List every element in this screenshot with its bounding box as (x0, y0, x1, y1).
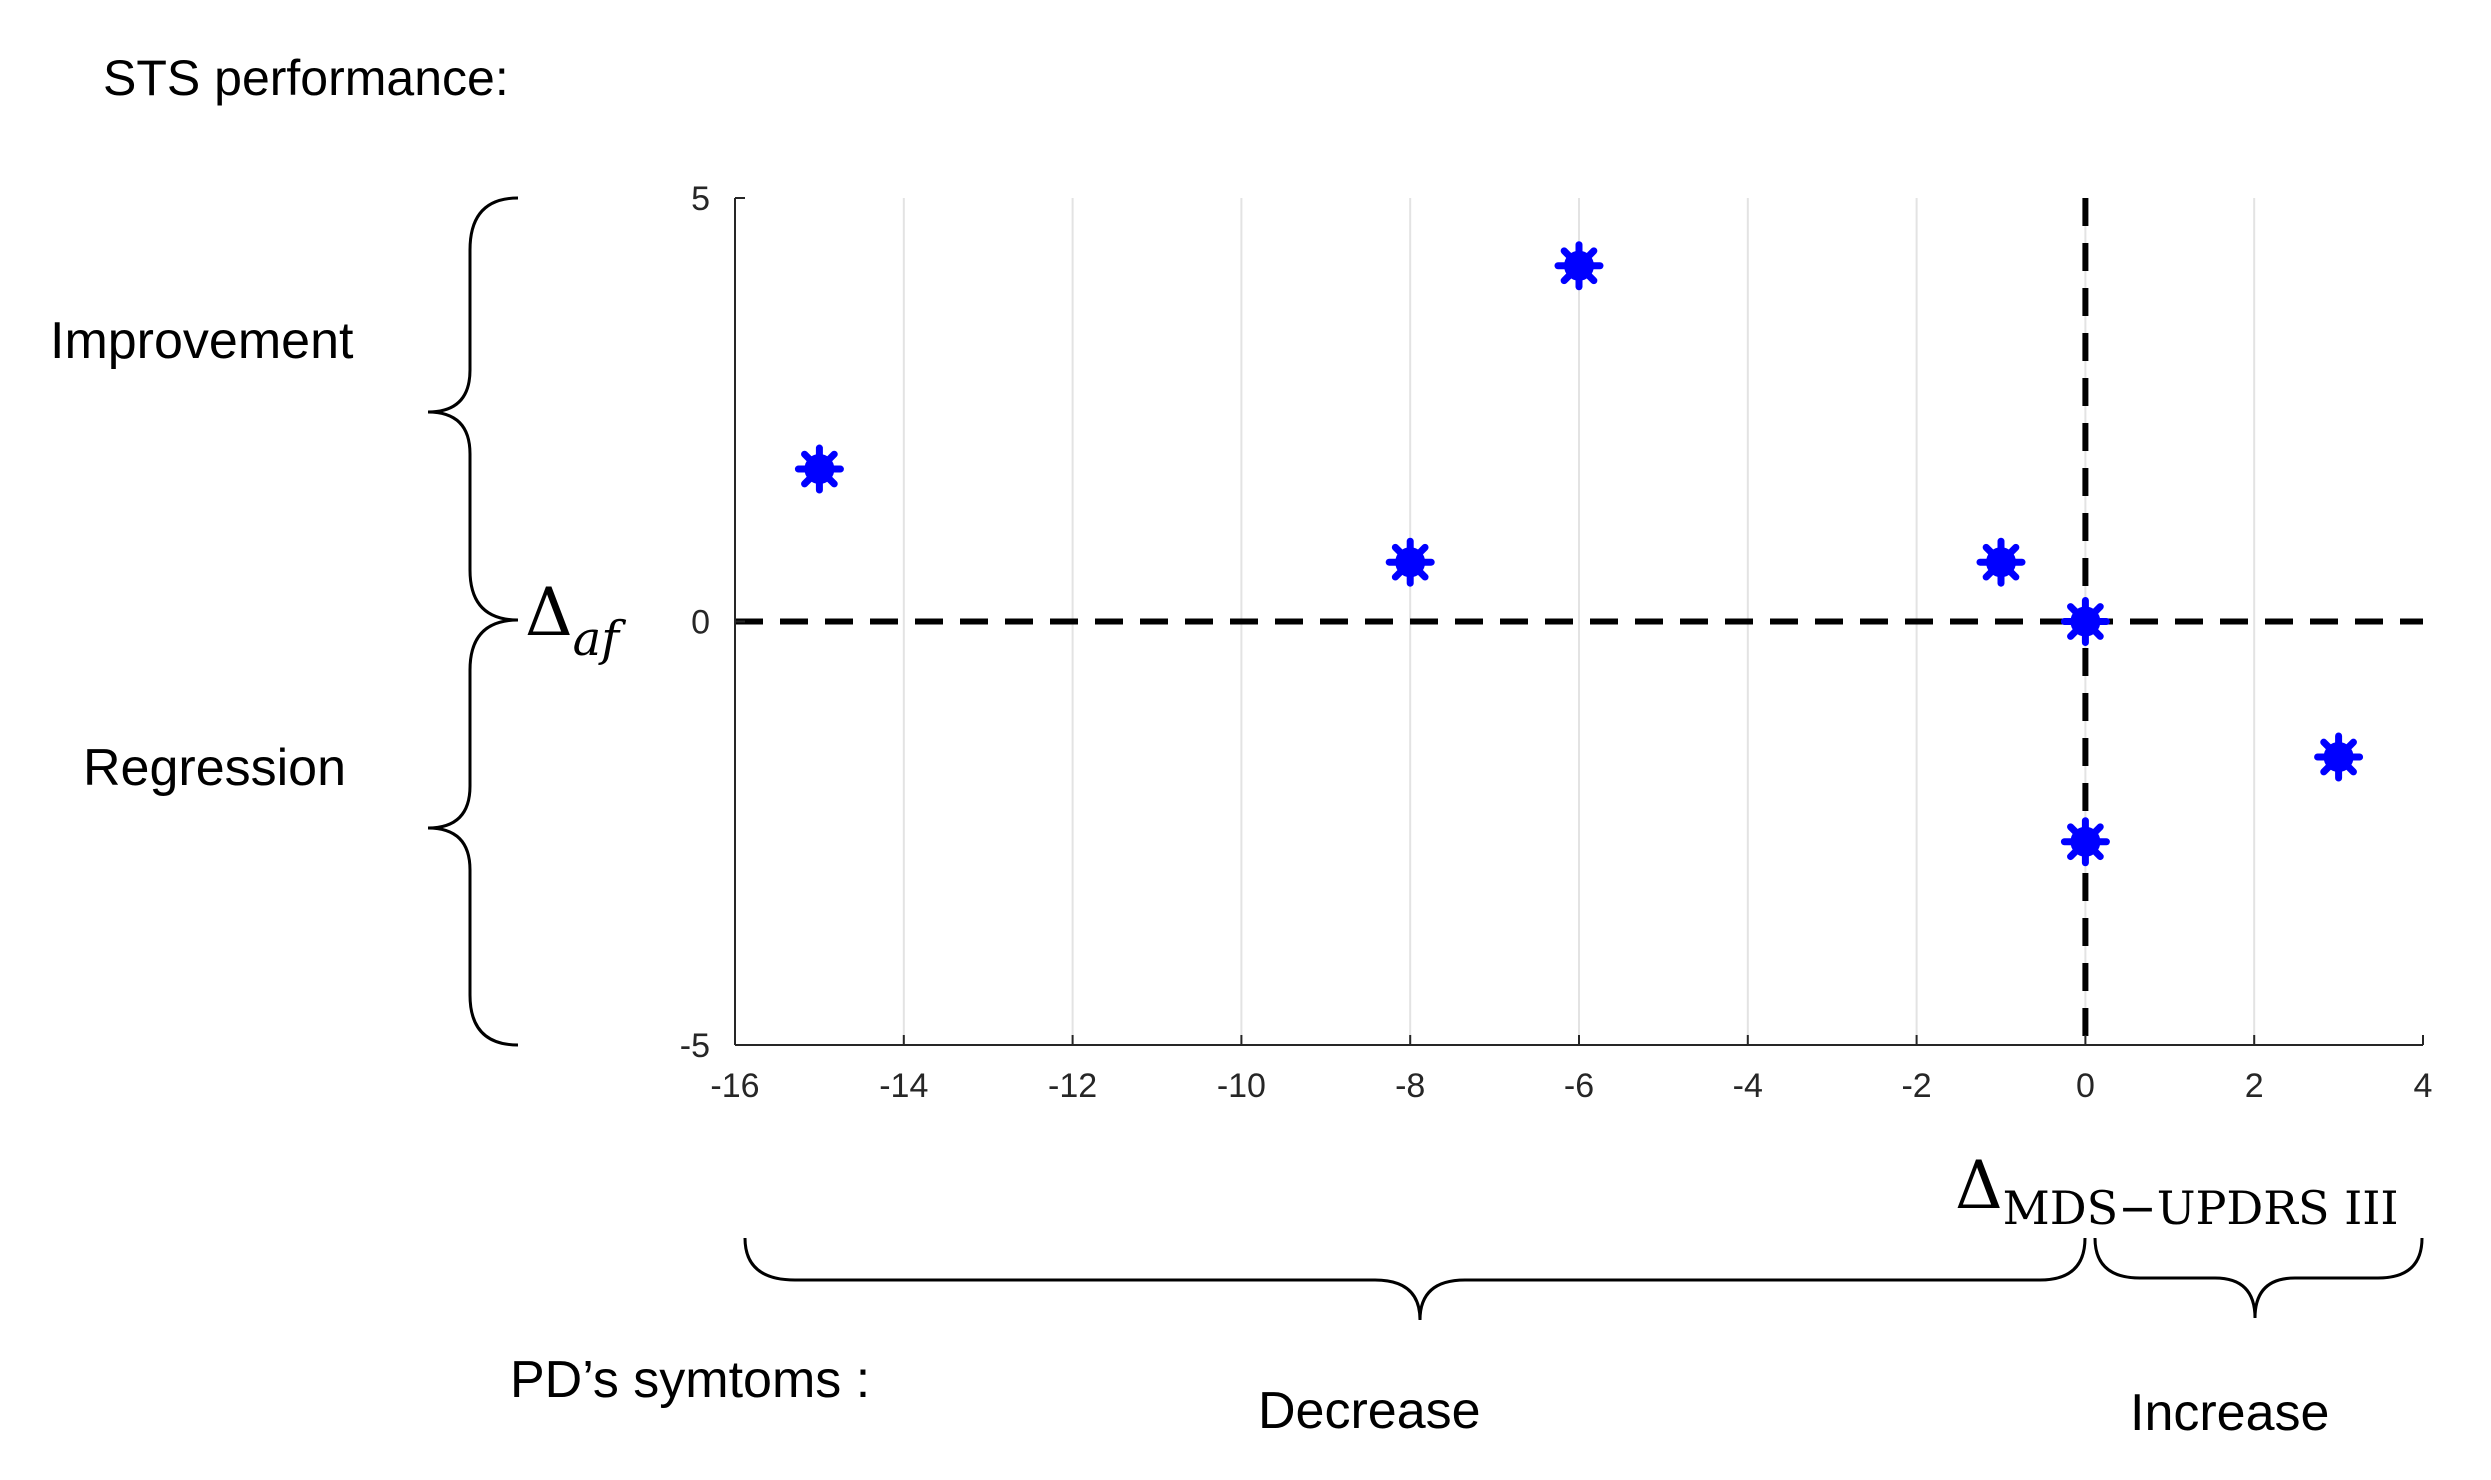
y-axis-label-main: Δ (525, 574, 573, 651)
y-region-improvement: Improvement (50, 312, 354, 370)
x-region-brace-increase (2093, 1237, 2424, 1319)
x-tick-label: -8 (1395, 1067, 1425, 1105)
data-points (794, 241, 2364, 867)
x-tick-label: -12 (1048, 1067, 1097, 1105)
x-region-brace-decrease (743, 1237, 2087, 1321)
data-point (2060, 817, 2110, 867)
y-region-brace (427, 196, 519, 1047)
y-region-regression: Regression (83, 739, 346, 797)
data-point (1554, 241, 1604, 291)
x-tick-label: -16 (710, 1067, 759, 1105)
x-axis-label-sub: MDS−UPDRS III (2003, 1181, 2399, 1235)
x-tick-label: 4 (2414, 1067, 2433, 1105)
x-tick-labels: -16 -14 -12 -10 -8 -6 -4 -2 0 2 4 (710, 1067, 2432, 1105)
x-tick-label: -10 (1217, 1067, 1266, 1105)
x-region-caption: PD’s symtoms : (510, 1351, 870, 1409)
x-tick-label: 0 (2076, 1067, 2095, 1105)
data-point (2060, 597, 2110, 646)
x-tick-label: -6 (1564, 1067, 1594, 1105)
data-point (794, 444, 844, 494)
axes (734, 197, 2424, 1046)
y-axis-label-sub: af (573, 611, 627, 667)
y-tick-label: 5 (691, 180, 710, 218)
chart-caption: STS performance: (103, 50, 509, 106)
x-tick-label: -4 (1733, 1067, 1763, 1105)
x-region-decrease: Decrease (1258, 1382, 1481, 1440)
x-region-increase: Increase (2130, 1384, 2329, 1442)
y-axis-label: Δaf (525, 574, 626, 667)
data-point (1385, 537, 1435, 587)
x-tick-label: -2 (1901, 1067, 1931, 1105)
x-tick-label: 2 (2245, 1067, 2264, 1105)
y-tick-label: -5 (680, 1027, 710, 1065)
y-tick-labels: -5 0 5 (680, 180, 710, 1065)
x-tick-label: -14 (879, 1067, 928, 1105)
data-point (1976, 537, 2026, 587)
x-axis-label: ΔMDS−UPDRS III (1955, 1147, 2399, 1235)
x-axis-label-main: Δ (1955, 1147, 2003, 1224)
data-point (2314, 732, 2364, 782)
y-tick-label: 0 (691, 604, 710, 642)
